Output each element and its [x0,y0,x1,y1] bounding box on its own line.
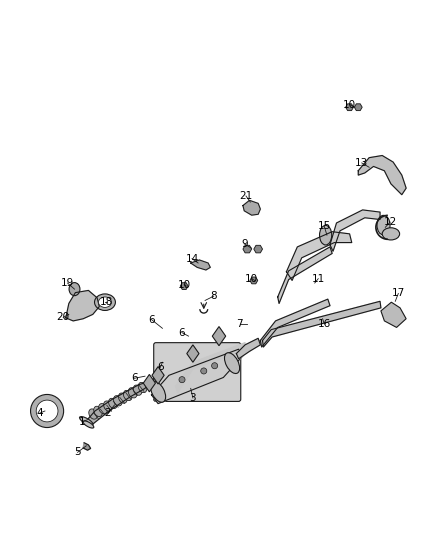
Ellipse shape [138,382,147,393]
Polygon shape [381,302,406,327]
Polygon shape [83,443,91,450]
Ellipse shape [128,387,137,398]
Ellipse shape [113,395,122,406]
Text: 6: 6 [157,362,163,373]
Text: 12: 12 [383,217,397,227]
Polygon shape [152,367,164,384]
Polygon shape [358,156,406,195]
Polygon shape [346,104,353,111]
Text: 1: 1 [78,417,85,427]
Polygon shape [354,104,362,111]
Polygon shape [260,299,330,347]
Text: 3: 3 [190,393,196,403]
Polygon shape [243,245,252,253]
Text: 8: 8 [211,291,217,301]
Ellipse shape [225,353,240,374]
Text: 14: 14 [185,254,199,264]
Text: 7: 7 [237,319,243,329]
Circle shape [36,400,58,422]
Ellipse shape [377,215,390,235]
Circle shape [201,368,207,374]
Ellipse shape [320,225,332,245]
Text: 10: 10 [245,273,258,284]
Text: 18: 18 [100,297,113,307]
Polygon shape [187,345,199,362]
Ellipse shape [118,393,127,403]
Polygon shape [212,327,226,346]
Polygon shape [250,277,258,284]
Polygon shape [286,232,352,280]
Polygon shape [330,210,380,251]
Text: 11: 11 [311,273,325,284]
Polygon shape [254,245,262,253]
Text: 13: 13 [355,158,368,168]
FancyBboxPatch shape [154,343,241,401]
Polygon shape [180,282,188,289]
Ellipse shape [109,398,117,409]
Ellipse shape [95,294,116,310]
Ellipse shape [69,282,80,296]
Ellipse shape [151,382,166,402]
Text: 9: 9 [241,239,247,249]
Text: 2: 2 [105,408,111,418]
Circle shape [212,362,218,369]
Ellipse shape [133,385,142,395]
Text: 10: 10 [343,100,356,110]
Polygon shape [278,247,332,303]
Polygon shape [152,349,243,403]
Polygon shape [143,375,155,392]
Circle shape [179,377,185,383]
Polygon shape [191,260,210,270]
Ellipse shape [80,417,93,425]
Text: 6: 6 [148,314,155,325]
Ellipse shape [382,228,399,240]
Polygon shape [66,290,99,321]
Polygon shape [176,343,245,393]
Ellipse shape [124,390,132,401]
Ellipse shape [104,401,112,411]
Polygon shape [237,338,260,359]
Text: 4: 4 [36,408,43,418]
Text: 5: 5 [74,447,81,457]
Polygon shape [262,301,381,347]
Text: 10: 10 [178,280,191,290]
Text: 6: 6 [179,328,185,337]
Ellipse shape [99,403,107,414]
Circle shape [31,394,64,427]
Polygon shape [243,200,260,215]
Polygon shape [86,381,152,424]
Text: 6: 6 [131,373,138,383]
Ellipse shape [99,297,112,308]
Text: 15: 15 [318,221,331,231]
Ellipse shape [89,409,97,419]
Ellipse shape [83,421,94,428]
Ellipse shape [94,406,102,416]
Text: 17: 17 [392,288,405,298]
Text: 20: 20 [57,312,70,322]
Text: 16: 16 [318,319,331,329]
Text: 19: 19 [61,278,74,288]
Text: 21: 21 [239,191,253,201]
